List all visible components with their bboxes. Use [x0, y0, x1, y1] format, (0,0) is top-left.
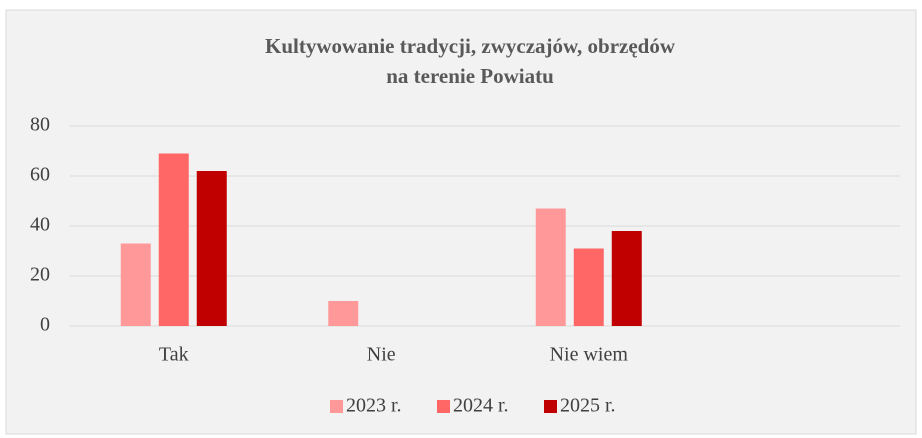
legend-swatch [330, 400, 343, 413]
bar [196, 171, 227, 326]
chart-title: Kultywowanie tradycji, zwyczajów, obrzęd… [265, 34, 676, 58]
y-tick-label: 0 [40, 314, 50, 336]
y-tick-label: 40 [30, 214, 50, 236]
bar [120, 243, 151, 326]
legend-label: 2024 r. [453, 395, 509, 417]
legend-swatch [544, 400, 557, 413]
chart-title: na terenie Powiatu [386, 64, 554, 88]
legend-label: 2023 r. [346, 395, 402, 417]
legend-label: 2025 r. [560, 395, 616, 417]
x-tick-label: Nie wiem [550, 344, 629, 366]
chart-background [5, 9, 917, 435]
x-tick-label: Nie [367, 344, 396, 366]
y-tick-label: 20 [30, 264, 50, 286]
bar [535, 208, 566, 326]
x-tick-label: Tak [159, 344, 189, 366]
bar [328, 301, 359, 326]
legend-swatch [437, 400, 450, 413]
bar [611, 231, 642, 326]
y-tick-label: 80 [30, 114, 50, 136]
y-tick-label: 60 [30, 164, 50, 186]
bar [158, 153, 189, 326]
bar [573, 248, 604, 326]
